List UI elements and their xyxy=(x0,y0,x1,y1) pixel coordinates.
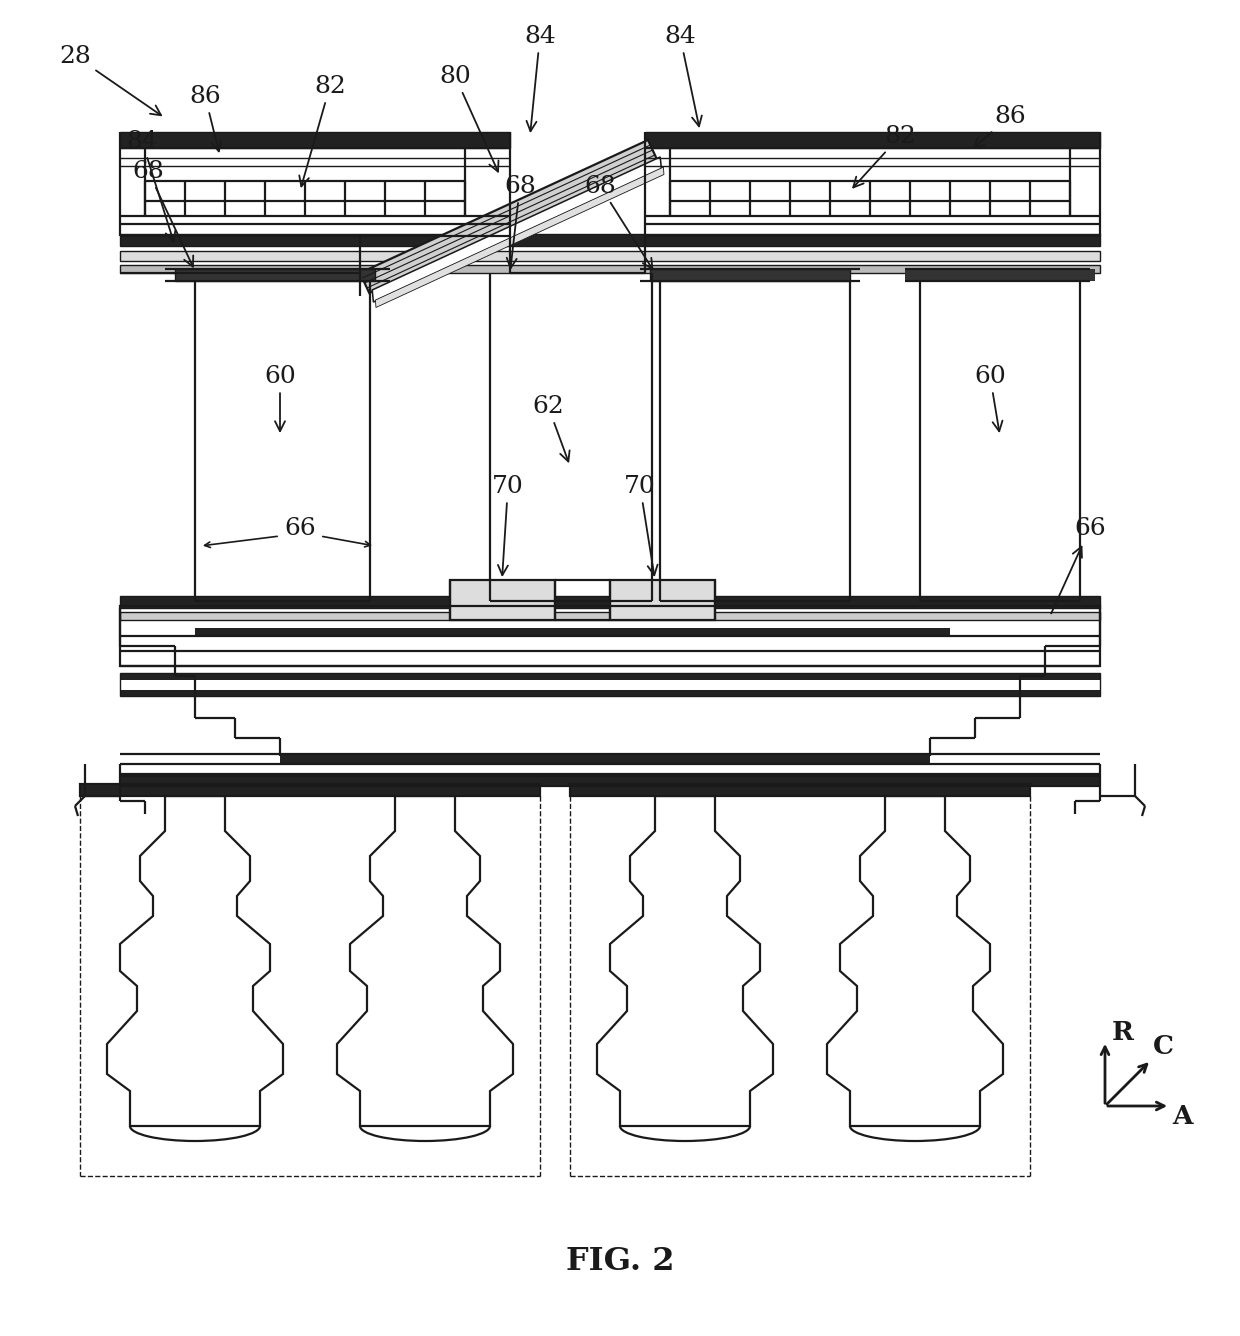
Bar xyxy=(650,269,849,281)
Bar xyxy=(120,612,1100,620)
Text: 80: 80 xyxy=(439,64,498,171)
Bar xyxy=(120,234,1100,246)
Bar xyxy=(280,754,930,764)
Bar xyxy=(120,596,1100,608)
Text: 82: 82 xyxy=(853,124,916,187)
Text: 66: 66 xyxy=(1052,517,1106,613)
Text: 70: 70 xyxy=(624,474,657,576)
Text: 86: 86 xyxy=(973,104,1025,148)
Bar xyxy=(120,673,1100,696)
Polygon shape xyxy=(376,167,663,307)
Text: 68: 68 xyxy=(133,159,193,267)
Bar xyxy=(450,580,556,620)
Bar xyxy=(650,269,849,281)
Bar xyxy=(120,607,1100,667)
Text: 70: 70 xyxy=(492,474,523,576)
Bar xyxy=(81,784,539,796)
Text: 28: 28 xyxy=(60,44,161,115)
Text: 60: 60 xyxy=(975,365,1006,432)
Bar xyxy=(120,776,1100,786)
Polygon shape xyxy=(372,156,661,302)
Polygon shape xyxy=(360,140,657,293)
Polygon shape xyxy=(596,796,773,1126)
Bar xyxy=(610,580,715,620)
Bar xyxy=(120,132,510,148)
Bar xyxy=(610,580,715,620)
Bar xyxy=(450,580,556,620)
Polygon shape xyxy=(107,796,283,1126)
Bar xyxy=(645,132,1100,148)
Text: 84: 84 xyxy=(126,130,175,242)
Text: A: A xyxy=(1173,1104,1193,1129)
Text: 82: 82 xyxy=(299,75,346,187)
Bar xyxy=(120,689,1100,696)
Bar xyxy=(120,673,1100,680)
Polygon shape xyxy=(337,796,513,1126)
Text: R: R xyxy=(1112,1019,1133,1045)
Text: FIG. 2: FIG. 2 xyxy=(565,1245,675,1276)
Bar xyxy=(570,784,1030,796)
Bar xyxy=(195,628,950,636)
Bar xyxy=(175,269,374,281)
Bar xyxy=(905,269,1095,281)
Text: 66: 66 xyxy=(284,517,316,540)
Bar xyxy=(120,251,1100,261)
Text: 68: 68 xyxy=(584,175,652,269)
Bar xyxy=(645,132,1100,148)
Text: C: C xyxy=(1152,1034,1173,1058)
Text: 68: 68 xyxy=(505,175,536,269)
Bar xyxy=(120,612,1100,620)
Bar xyxy=(120,234,1100,246)
Bar xyxy=(81,784,539,796)
Bar xyxy=(120,265,1100,273)
Polygon shape xyxy=(827,796,1003,1126)
Bar xyxy=(570,784,1030,796)
Bar xyxy=(120,251,1100,261)
Bar xyxy=(120,132,510,148)
Text: 86: 86 xyxy=(190,84,221,151)
Bar xyxy=(120,265,1100,273)
Bar xyxy=(175,269,374,281)
Text: 60: 60 xyxy=(264,365,296,432)
Bar xyxy=(120,596,1100,608)
Text: 62: 62 xyxy=(532,394,569,461)
Text: 84: 84 xyxy=(525,24,556,131)
Text: 84: 84 xyxy=(665,24,702,127)
